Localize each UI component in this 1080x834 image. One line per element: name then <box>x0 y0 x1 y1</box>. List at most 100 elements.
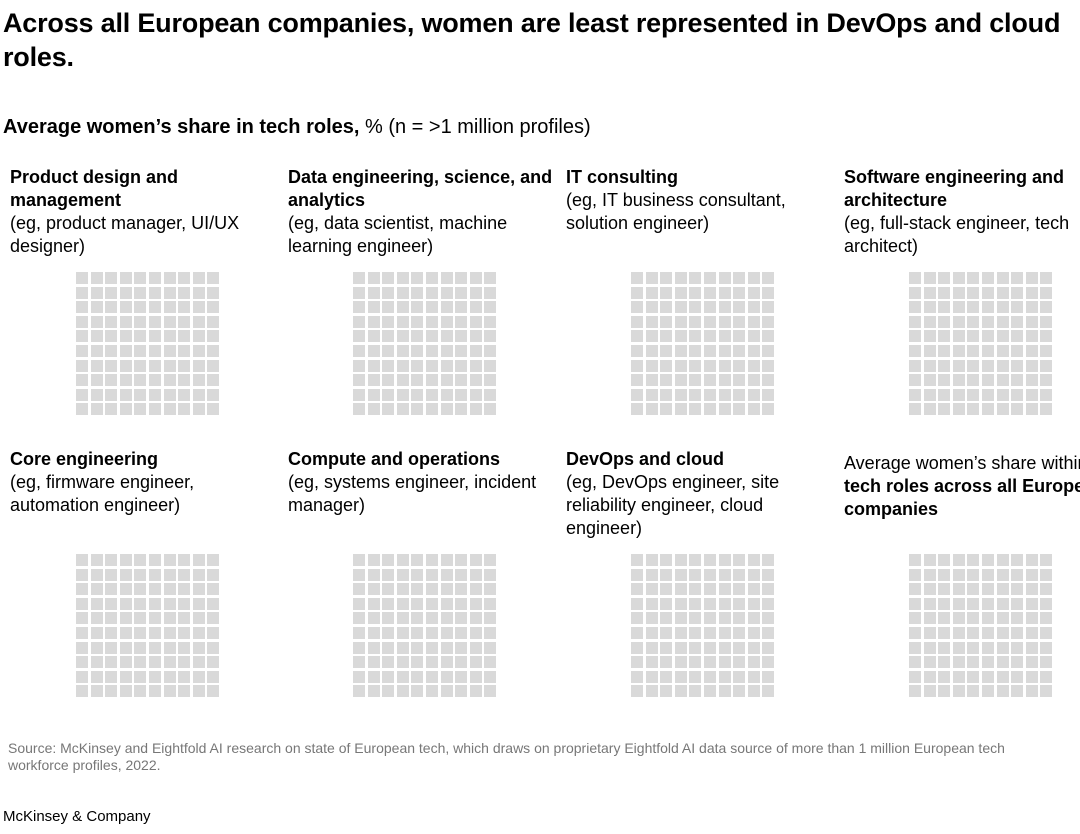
waffle-cell <box>353 330 365 343</box>
waffle-cell <box>689 568 702 581</box>
waffle-cell <box>674 554 687 566</box>
waffle-cell <box>192 374 205 387</box>
waffle-cell <box>981 403 994 416</box>
waffle-cell <box>996 685 1009 698</box>
waffle-cell <box>1040 670 1053 683</box>
waffle-cell <box>631 388 643 401</box>
waffle-cell <box>105 301 118 314</box>
waffle-cell <box>148 359 161 372</box>
waffle-cell <box>1040 597 1053 610</box>
waffle-cell <box>909 272 921 284</box>
waffle-cell <box>382 403 395 416</box>
panel-label: Average women’s share within tech roles … <box>844 452 1080 521</box>
waffle-cell <box>996 626 1009 639</box>
waffle-cell <box>192 301 205 314</box>
waffle-cell <box>178 597 191 610</box>
waffle-cell <box>645 344 658 357</box>
waffle-cell <box>382 388 395 401</box>
waffle-cell <box>967 626 980 639</box>
waffle-cell <box>762 315 775 328</box>
waffle-cell <box>952 403 965 416</box>
waffle-cell <box>938 374 951 387</box>
waffle-cell <box>762 612 775 625</box>
waffle-cell <box>411 670 424 683</box>
waffle-cell <box>645 330 658 343</box>
waffle-cell <box>718 344 731 357</box>
waffle-cell <box>440 597 453 610</box>
waffle-cell <box>762 330 775 343</box>
waffle-cell <box>148 597 161 610</box>
waffle-cell <box>631 656 643 669</box>
waffle-cell <box>923 554 936 566</box>
waffle-cell <box>192 388 205 401</box>
waffle-cell <box>382 568 395 581</box>
waffle-cell <box>660 685 673 698</box>
waffle-cell <box>382 272 395 284</box>
waffle-cell <box>440 568 453 581</box>
waffle-cell <box>733 568 746 581</box>
waffle-cell <box>718 583 731 596</box>
waffle-cell <box>1040 359 1053 372</box>
waffle-cell <box>367 286 380 299</box>
waffle-cell <box>660 670 673 683</box>
waffle-cell <box>660 656 673 669</box>
waffle-cell <box>396 344 409 357</box>
waffle-cell <box>411 388 424 401</box>
panel-examples: (eg, systems engineer, incident manager) <box>288 472 537 515</box>
waffle-cell <box>1040 685 1053 698</box>
waffle-cell <box>733 388 746 401</box>
waffle-cell <box>1025 315 1038 328</box>
waffle-cell <box>718 641 731 654</box>
waffle-cell <box>192 656 205 669</box>
waffle-cell <box>689 597 702 610</box>
waffle-cell <box>674 330 687 343</box>
waffle-cell <box>178 344 191 357</box>
waffle-cell <box>996 554 1009 566</box>
waffle-cell <box>952 612 965 625</box>
waffle-cell <box>938 670 951 683</box>
waffle-cell <box>981 330 994 343</box>
waffle-cell <box>163 403 176 416</box>
waffle-cell <box>353 286 365 299</box>
waffle-cell <box>367 330 380 343</box>
panel-name: Core engineering <box>10 449 159 469</box>
panel-examples: (eg, IT business consultant, solution en… <box>566 190 786 233</box>
panel-name: Data engineering, science, and analytics <box>288 167 553 210</box>
waffle-cell <box>396 685 409 698</box>
waffle-cell <box>90 626 103 639</box>
waffle-cell <box>192 315 205 328</box>
waffle-cell <box>718 330 731 343</box>
waffle-cell <box>105 626 118 639</box>
waffle-cell <box>674 670 687 683</box>
waffle-cell <box>134 286 147 299</box>
waffle-cell <box>353 272 365 284</box>
waffle-cell <box>192 272 205 284</box>
waffle-cell <box>747 583 760 596</box>
panel-examples: (eg, DevOps engineer, site reliability e… <box>566 472 780 538</box>
waffle-cell <box>119 670 132 683</box>
waffle-cell <box>192 597 205 610</box>
waffle-cell <box>425 315 438 328</box>
waffle-cell <box>178 554 191 566</box>
waffle-cell <box>178 330 191 343</box>
waffle-cell <box>952 656 965 669</box>
footer-brand: McKinsey & Company <box>3 808 151 825</box>
waffle-cell <box>1025 612 1038 625</box>
waffle-cell <box>660 388 673 401</box>
waffle-cell <box>747 272 760 284</box>
waffle-cell <box>76 359 88 372</box>
waffle-cell <box>148 315 161 328</box>
waffle-cell <box>367 315 380 328</box>
waffle-cell <box>631 403 643 416</box>
waffle-cell <box>76 286 88 299</box>
waffle-cell <box>909 670 921 683</box>
waffle-cell <box>76 641 88 654</box>
waffle-cell <box>178 568 191 581</box>
waffle-cell <box>718 554 731 566</box>
waffle-cell <box>996 330 1009 343</box>
waffle-cell <box>148 656 161 669</box>
waffle-cell <box>952 374 965 387</box>
waffle-cell <box>703 597 716 610</box>
waffle-cell <box>747 315 760 328</box>
waffle-cell <box>631 374 643 387</box>
